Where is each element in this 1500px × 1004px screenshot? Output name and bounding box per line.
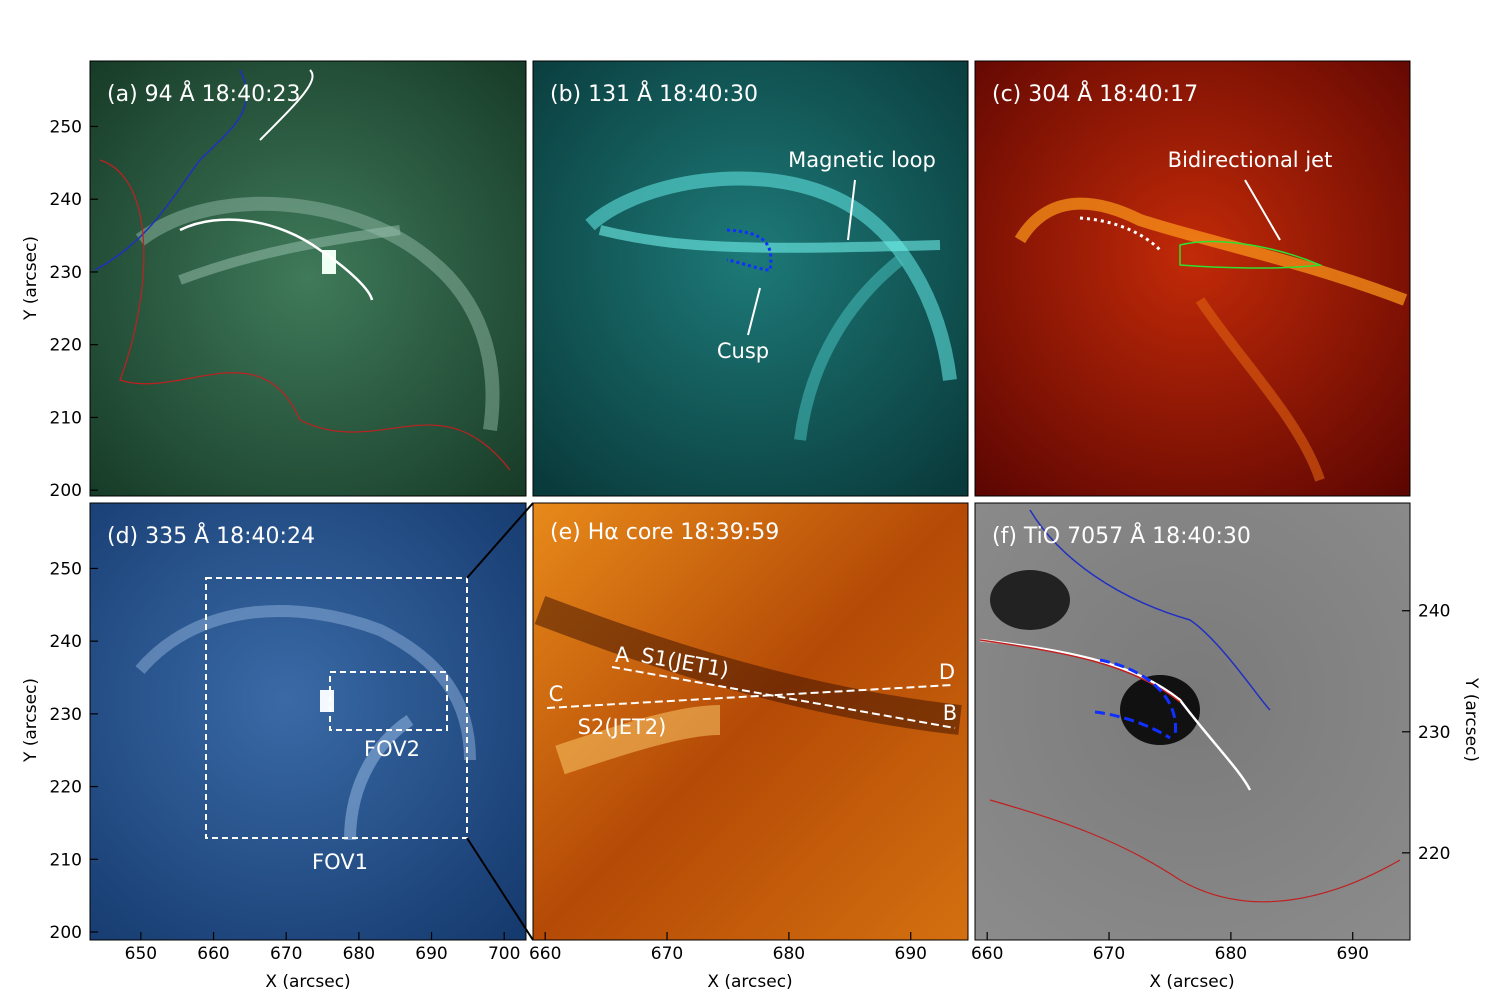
axis-label: Y (arcsec): [21, 678, 41, 763]
panel-label: (b) 131 Å 18:40:30: [550, 80, 758, 107]
tick-label: 680: [343, 944, 375, 964]
sunspot: [979, 509, 1401, 903]
tick-label: 680: [773, 944, 805, 964]
tick-label: 210: [50, 850, 82, 870]
annotation: C: [549, 682, 564, 706]
tick-label: 670: [651, 944, 683, 964]
axis-label: X (arcsec): [1149, 972, 1234, 992]
panel-label: (e) Hα core 18:39:59: [550, 520, 779, 545]
loops: [94, 69, 511, 471]
tick-label: 690: [1337, 944, 1369, 964]
loops: [585, 171, 957, 441]
tick-label: 220: [1418, 844, 1450, 864]
tick-label: 230: [1418, 723, 1450, 743]
annotation: B: [943, 701, 957, 725]
tick-label: 690: [415, 944, 447, 964]
axis-label: X (arcsec): [265, 972, 350, 992]
annotation: A: [615, 643, 630, 667]
tick-label: 650: [125, 944, 157, 964]
tick-label: 220: [50, 778, 82, 798]
annotation: Bidirectional jet: [1168, 148, 1333, 172]
tick-label: 250: [50, 117, 82, 137]
tick-label: 240: [50, 190, 82, 210]
panel-label: (f) TiO 7057 Å 18:40:30: [992, 522, 1251, 549]
panel-image: [532, 60, 969, 497]
panel-image: [89, 502, 527, 941]
tick-label: 670: [1093, 944, 1125, 964]
tick-label: 210: [50, 408, 82, 428]
panel-label: (a) 94 Å 18:40:23: [107, 80, 300, 107]
annotation: D: [939, 660, 955, 684]
axis-label: X (arcsec): [707, 972, 792, 992]
annotation: FOV1: [312, 850, 368, 874]
tick-label: 670: [270, 944, 302, 964]
tick-label: 690: [895, 944, 927, 964]
panel-label: (d) 335 Å 18:40:24: [107, 522, 315, 549]
axis-label: Y (arcsec): [21, 236, 41, 321]
annotation: FOV2: [364, 737, 420, 761]
loops: [1014, 179, 1408, 482]
tick-label: 680: [1215, 944, 1247, 964]
tick-label: 240: [1418, 602, 1450, 622]
annotation: S2(JET2): [578, 715, 667, 739]
tick-label: 700: [488, 944, 520, 964]
tick-label: 220: [50, 336, 82, 356]
tick-label: 660: [971, 944, 1003, 964]
tick-label: 200: [50, 923, 82, 943]
tick-label: 230: [50, 705, 82, 725]
annotation: Cusp: [717, 339, 769, 363]
axis-label: Y (arcsec): [1461, 677, 1481, 762]
tick-label: 660: [197, 944, 229, 964]
jets: [534, 595, 962, 775]
tick-label: 240: [50, 632, 82, 652]
tick-label: 250: [50, 559, 82, 579]
tick-label: 230: [50, 263, 82, 283]
annotation: Magnetic loop: [788, 148, 936, 172]
loops: [135, 502, 534, 941]
tick-label: 200: [50, 481, 82, 501]
tick-label: 660: [529, 944, 561, 964]
panel-label: (c) 304 Å 18:40:17: [992, 80, 1198, 107]
